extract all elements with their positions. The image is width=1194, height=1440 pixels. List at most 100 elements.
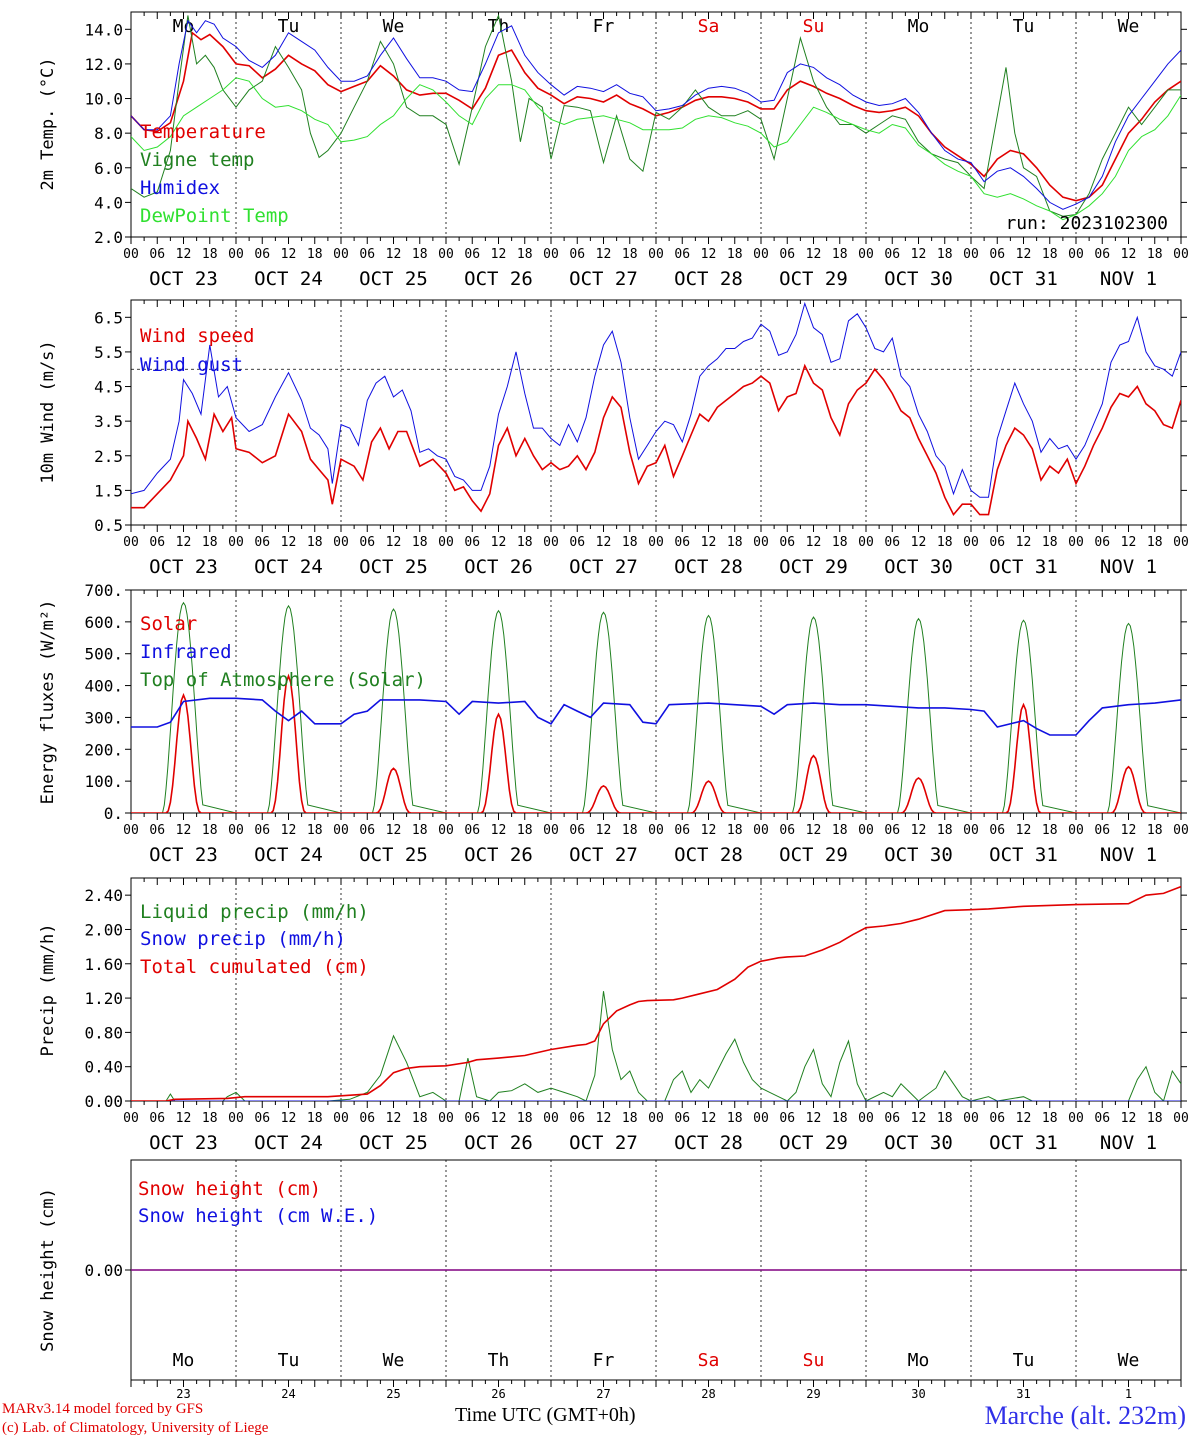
hour-tick-label: 06 [359, 247, 375, 262]
day-label: Sa [698, 16, 720, 37]
time-axis-label: Time UTC (GMT+0h) [455, 1404, 636, 1426]
hour-tick-label: 00 [228, 247, 244, 262]
hour-tick-label: 06 [779, 535, 795, 550]
date-label: OCT 30 [884, 844, 953, 866]
hour-tick-label: 00 [228, 535, 244, 550]
date-label: OCT 23 [149, 1132, 218, 1154]
hour-tick-label: 00 [1068, 535, 1084, 550]
legend-entry: Snow height (cm) [138, 1178, 321, 1200]
hour-tick-label: 00 [1068, 1111, 1084, 1126]
hour-tick-label: 00 [648, 823, 664, 838]
hour-tick-label: 12 [701, 823, 717, 838]
hour-tick-label: 18 [727, 247, 743, 262]
date-label: OCT 27 [569, 844, 638, 866]
hour-tick-label: 18 [307, 535, 323, 550]
hour-tick-label: 12 [176, 823, 192, 838]
hour-tick-label: 06 [1094, 823, 1110, 838]
hour-tick-label: 12 [911, 823, 927, 838]
hour-tick-label: 06 [569, 1111, 585, 1126]
hour-tick-label: 00 [753, 1111, 769, 1126]
hour-tick-label: 12 [176, 1111, 192, 1126]
date-label: OCT 24 [254, 556, 323, 578]
date-label: OCT 26 [464, 1132, 533, 1154]
day-number: 25 [386, 1387, 400, 1401]
series-line [131, 77, 1181, 221]
y-axis-label: Energy fluxes (W/m²) [38, 600, 58, 805]
y-tick-label: 100. [84, 772, 123, 791]
hour-tick-label: 06 [464, 823, 480, 838]
date-label: NOV 1 [1100, 268, 1157, 290]
y-tick-label: 0.00 [84, 1092, 123, 1111]
date-label: OCT 24 [254, 1132, 323, 1154]
series-line [131, 301, 1181, 498]
hour-tick-label: 18 [1042, 535, 1058, 550]
date-label: OCT 27 [569, 556, 638, 578]
day-number: 24 [281, 1387, 295, 1401]
hour-tick-label: 12 [806, 1111, 822, 1126]
hour-tick-label: 18 [307, 247, 323, 262]
hour-tick-label: 00 [648, 247, 664, 262]
date-label: OCT 27 [569, 1132, 638, 1154]
day-label: Tu [1013, 1350, 1035, 1371]
date-label: OCT 26 [464, 556, 533, 578]
date-label: NOV 1 [1100, 556, 1157, 578]
y-tick-label: 500. [84, 645, 123, 664]
hour-tick-label: 06 [359, 1111, 375, 1126]
hour-tick-label: 12 [911, 247, 927, 262]
hour-tick-label: 00 [648, 535, 664, 550]
y-tick-label: 1.5 [94, 481, 123, 500]
hour-tick-label: 12 [386, 535, 402, 550]
legend-entry: Wind gust [140, 354, 243, 376]
hour-tick-label: 12 [596, 1111, 612, 1126]
hour-tick-label: 12 [596, 247, 612, 262]
hour-tick-label: 06 [989, 823, 1005, 838]
hour-tick-label: 00 [123, 1111, 139, 1126]
hour-tick-label: 12 [491, 1111, 507, 1126]
y-axis-label: Snow height (cm) [38, 1188, 58, 1352]
legend-entry: Wind speed [140, 325, 254, 347]
hour-tick-label: 00 [438, 823, 454, 838]
hour-tick-label: 06 [254, 823, 270, 838]
hour-tick-label: 06 [464, 247, 480, 262]
run-label: run: 2023102300 [1005, 213, 1168, 234]
y-tick-label: 10.0 [84, 90, 123, 109]
date-label: OCT 23 [149, 268, 218, 290]
day-number: 26 [491, 1387, 505, 1401]
date-label: OCT 28 [674, 556, 743, 578]
hour-tick-label: 00 [333, 1111, 349, 1126]
hour-tick-label: 12 [281, 1111, 297, 1126]
hour-tick-label: 18 [727, 535, 743, 550]
hour-tick-label: 06 [359, 823, 375, 838]
hour-tick-label: 00 [1173, 535, 1189, 550]
hour-tick-label: 06 [254, 1111, 270, 1126]
hour-tick-label: 18 [937, 535, 953, 550]
hour-tick-label: 06 [779, 823, 795, 838]
y-tick-label: 1.60 [84, 955, 123, 974]
hour-tick-label: 12 [281, 247, 297, 262]
date-label: OCT 26 [464, 844, 533, 866]
legend-entry: Vigne temp [140, 149, 254, 171]
date-label: OCT 28 [674, 844, 743, 866]
hour-tick-label: 00 [333, 535, 349, 550]
hour-tick-label: 18 [937, 823, 953, 838]
hour-tick-label: 12 [806, 535, 822, 550]
hour-tick-label: 06 [149, 823, 165, 838]
hour-tick-label: 00 [963, 1111, 979, 1126]
hour-tick-label: 18 [307, 823, 323, 838]
hour-tick-label: 12 [491, 247, 507, 262]
day-label: Th [488, 1350, 510, 1371]
y-tick-label: 2.00 [84, 920, 123, 939]
day-label: Th [488, 16, 510, 37]
hour-tick-label: 00 [543, 535, 559, 550]
y-tick-label: 200. [84, 740, 123, 759]
hour-tick-label: 18 [202, 823, 218, 838]
hour-tick-label: 18 [622, 823, 638, 838]
hour-tick-label: 18 [832, 535, 848, 550]
hour-tick-label: 00 [963, 535, 979, 550]
y-tick-label: 0.80 [84, 1023, 123, 1042]
day-number: 27 [596, 1387, 610, 1401]
day-label: Fr [593, 16, 615, 37]
y-tick-label: 2.0 [94, 228, 123, 247]
hour-tick-label: 06 [149, 1111, 165, 1126]
day-number: 31 [1016, 1387, 1030, 1401]
